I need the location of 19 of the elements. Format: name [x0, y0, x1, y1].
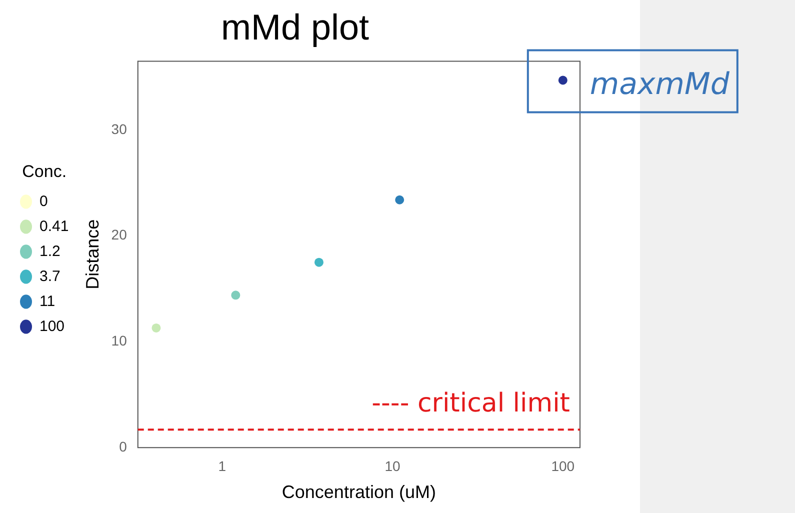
x-tick-label: 10 [384, 458, 401, 474]
annotation: maxmMd [590, 67, 730, 102]
legend-label: 11 [40, 292, 56, 310]
legend-label: 1.2 [40, 242, 60, 260]
ref-line-label: ---- critical limit [372, 388, 570, 418]
legend-label: 0 [40, 192, 48, 210]
y-tick-label: 10 [111, 332, 128, 349]
legend-label: 100 [40, 318, 65, 335]
y-tick-label: 0 [119, 438, 128, 454]
x-tick-label: 1 [218, 458, 226, 474]
y-tick-label: 20 [111, 226, 128, 243]
y-axis-title: Distance [82, 219, 102, 290]
legend-title: Conc. [22, 162, 67, 181]
y-tick-label: 30 [111, 120, 128, 137]
x-axis-title: Concentration (uM) [282, 482, 436, 502]
legend-label: 3.7 [40, 268, 60, 285]
legend-label: 0.41 [40, 218, 69, 235]
x-tick-label: 100 [551, 458, 575, 474]
chart-title: mMd plot [220, 6, 370, 48]
